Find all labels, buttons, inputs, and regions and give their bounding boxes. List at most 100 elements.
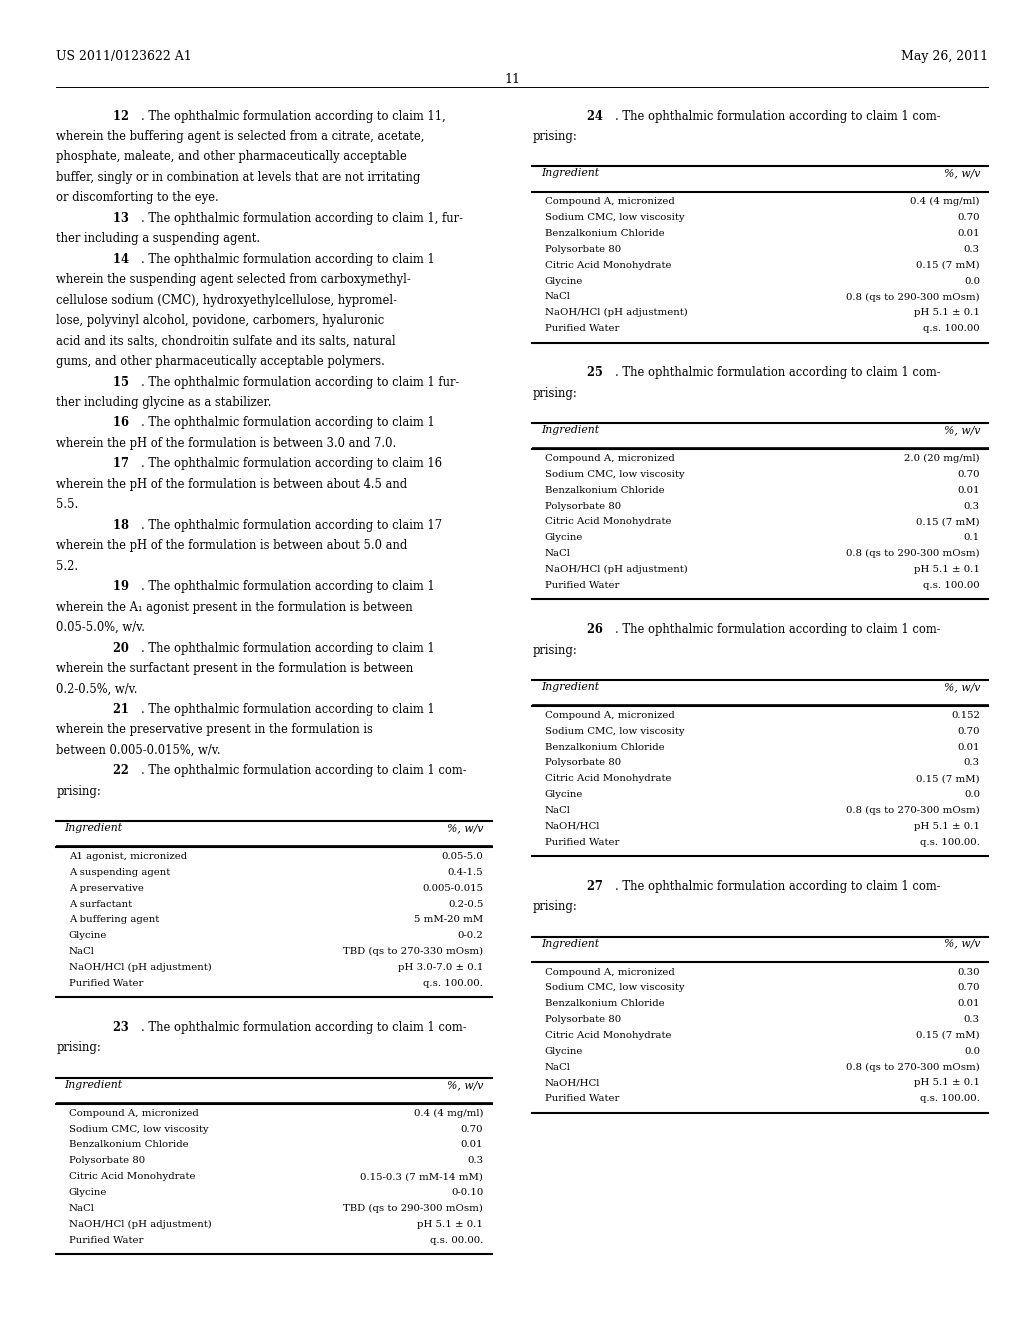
Text: NaOH/HCl: NaOH/HCl	[545, 1078, 600, 1088]
Text: Ingredient: Ingredient	[65, 1080, 123, 1090]
Text: . The ophthalmic formulation according to claim 1: . The ophthalmic formulation according t…	[141, 581, 435, 593]
Text: between 0.005-0.015%, w/v.: between 0.005-0.015%, w/v.	[56, 744, 221, 756]
Text: Polysorbate 80: Polysorbate 80	[545, 244, 621, 253]
Text: pH 5.1 ± 0.1: pH 5.1 ± 0.1	[914, 565, 980, 574]
Text: US 2011/0123622 A1: US 2011/0123622 A1	[56, 50, 193, 63]
Text: wherein the pH of the formulation is between 3.0 and 7.0.: wherein the pH of the formulation is bet…	[56, 437, 396, 450]
Text: pH 5.1 ± 0.1: pH 5.1 ± 0.1	[914, 309, 980, 317]
Text: prising:: prising:	[56, 1041, 101, 1055]
Text: 0.1: 0.1	[964, 533, 980, 543]
Text: Glycine: Glycine	[545, 791, 583, 799]
Text: Citric Acid Monohydrate: Citric Acid Monohydrate	[545, 1031, 672, 1040]
Text: Benzalkonium Chloride: Benzalkonium Chloride	[545, 999, 665, 1008]
Text: . The ophthalmic formulation according to claim 1 com-: . The ophthalmic formulation according t…	[141, 1022, 467, 1034]
Text: . The ophthalmic formulation according to claim 16: . The ophthalmic formulation according t…	[141, 458, 442, 470]
Text: 0.2-0.5: 0.2-0.5	[447, 900, 483, 908]
Text: . The ophthalmic formulation according to claim 1 com-: . The ophthalmic formulation according t…	[615, 880, 941, 892]
Text: 0.8 (qs to 290-300 mOsm): 0.8 (qs to 290-300 mOsm)	[847, 549, 980, 558]
Text: 22: 22	[97, 764, 129, 777]
Text: 0.15 (7 mM): 0.15 (7 mM)	[916, 261, 980, 269]
Text: pH 5.1 ± 0.1: pH 5.1 ± 0.1	[914, 822, 980, 830]
Text: . The ophthalmic formulation according to claim 1 com-: . The ophthalmic formulation according t…	[615, 110, 941, 123]
Text: prising:: prising:	[532, 644, 578, 656]
Text: TBD (qs to 290-300 mOsm): TBD (qs to 290-300 mOsm)	[343, 1204, 483, 1213]
Text: Compound A, micronized: Compound A, micronized	[545, 711, 675, 719]
Text: 0-0.10: 0-0.10	[452, 1188, 483, 1197]
Text: Compound A, micronized: Compound A, micronized	[545, 968, 675, 977]
Text: 0.8 (qs to 270-300 mOsm): 0.8 (qs to 270-300 mOsm)	[846, 1063, 980, 1072]
Text: q.s. 100.00.: q.s. 100.00.	[424, 979, 483, 987]
Text: . The ophthalmic formulation according to claim 11,: . The ophthalmic formulation according t…	[141, 110, 446, 123]
Text: %, w/v: %, w/v	[943, 682, 980, 692]
Text: 0.3: 0.3	[964, 502, 980, 511]
Text: Polysorbate 80: Polysorbate 80	[545, 1015, 621, 1024]
Text: 0.70: 0.70	[957, 214, 980, 222]
Text: Ingredient: Ingredient	[541, 168, 599, 178]
Text: Citric Acid Monohydrate: Citric Acid Monohydrate	[545, 775, 672, 783]
Text: Ingredient: Ingredient	[541, 682, 599, 692]
Text: 0.3: 0.3	[964, 244, 980, 253]
Text: NaCl: NaCl	[545, 1063, 570, 1072]
Text: phosphate, maleate, and other pharmaceutically acceptable: phosphate, maleate, and other pharmaceut…	[56, 150, 408, 164]
Text: 0.05-5.0%, w/v.: 0.05-5.0%, w/v.	[56, 622, 145, 634]
Text: Purified Water: Purified Water	[545, 325, 620, 333]
Text: pH 3.0-7.0 ± 0.1: pH 3.0-7.0 ± 0.1	[398, 964, 483, 972]
Text: . The ophthalmic formulation according to claim 1, fur-: . The ophthalmic formulation according t…	[141, 213, 463, 224]
Text: Purified Water: Purified Water	[69, 979, 143, 987]
Text: 5.2.: 5.2.	[56, 560, 79, 573]
Text: q.s. 100.00: q.s. 100.00	[924, 581, 980, 590]
Text: 0.01: 0.01	[957, 230, 980, 238]
Text: Glycine: Glycine	[545, 1047, 583, 1056]
Text: Purified Water: Purified Water	[545, 1094, 620, 1104]
Text: 0.3: 0.3	[964, 759, 980, 767]
Text: Citric Acid Monohydrate: Citric Acid Monohydrate	[545, 517, 672, 527]
Text: . The ophthalmic formulation according to claim 1: . The ophthalmic formulation according t…	[141, 642, 435, 655]
Text: Glycine: Glycine	[69, 932, 106, 940]
Text: gums, and other pharmaceutically acceptable polymers.: gums, and other pharmaceutically accepta…	[56, 355, 385, 368]
Text: wherein the suspending agent selected from carboxymethyl-: wherein the suspending agent selected fr…	[56, 273, 411, 286]
Text: cellulose sodium (CMC), hydroxyethylcellulose, hypromel-: cellulose sodium (CMC), hydroxyethylcell…	[56, 294, 397, 306]
Text: . The ophthalmic formulation according to claim 1: . The ophthalmic formulation according t…	[141, 417, 435, 429]
Text: . The ophthalmic formulation according to claim 17: . The ophthalmic formulation according t…	[141, 519, 442, 532]
Text: Citric Acid Monohydrate: Citric Acid Monohydrate	[69, 1172, 196, 1181]
Text: Purified Water: Purified Water	[69, 1236, 143, 1245]
Text: Citric Acid Monohydrate: Citric Acid Monohydrate	[545, 261, 672, 269]
Text: 14: 14	[97, 253, 129, 265]
Text: Benzalkonium Chloride: Benzalkonium Chloride	[545, 486, 665, 495]
Text: 19: 19	[97, 581, 129, 593]
Text: 0.15 (7 mM): 0.15 (7 mM)	[916, 775, 980, 783]
Text: Compound A, micronized: Compound A, micronized	[545, 197, 675, 206]
Text: NaCl: NaCl	[545, 807, 570, 814]
Text: NaOH/HCl (pH adjustment): NaOH/HCl (pH adjustment)	[545, 565, 687, 574]
Text: 0-0.2: 0-0.2	[458, 932, 483, 940]
Text: NaOH/HCl: NaOH/HCl	[545, 822, 600, 830]
Text: TBD (qs to 270-330 mOsm): TBD (qs to 270-330 mOsm)	[343, 948, 483, 956]
Text: prising:: prising:	[532, 131, 578, 143]
Text: 0.05-5.0: 0.05-5.0	[441, 853, 483, 861]
Text: q.s. 100.00.: q.s. 100.00.	[921, 1094, 980, 1104]
Text: May 26, 2011: May 26, 2011	[901, 50, 988, 63]
Text: wherein the surfactant present in the formulation is between: wherein the surfactant present in the fo…	[56, 663, 414, 675]
Text: 0.4-1.5: 0.4-1.5	[447, 869, 483, 876]
Text: 20: 20	[97, 642, 129, 655]
Text: 5.5.: 5.5.	[56, 499, 79, 511]
Text: Sodium CMC, low viscosity: Sodium CMC, low viscosity	[69, 1125, 208, 1134]
Text: %, w/v: %, w/v	[446, 1080, 483, 1090]
Text: 0.70: 0.70	[461, 1125, 483, 1134]
Text: NaCl: NaCl	[69, 1204, 94, 1213]
Text: prising:: prising:	[56, 784, 101, 797]
Text: Purified Water: Purified Water	[545, 581, 620, 590]
Text: 16: 16	[97, 417, 129, 429]
Text: 2.0 (20 mg/ml): 2.0 (20 mg/ml)	[904, 454, 980, 463]
Text: A preservative: A preservative	[69, 884, 143, 892]
Text: acid and its salts, chondroitin sulfate and its salts, natural: acid and its salts, chondroitin sulfate …	[56, 335, 396, 347]
Text: . The ophthalmic formulation according to claim 1 com-: . The ophthalmic formulation according t…	[615, 367, 941, 379]
Text: 0.8 (qs to 270-300 mOsm): 0.8 (qs to 270-300 mOsm)	[846, 807, 980, 814]
Text: . The ophthalmic formulation according to claim 1: . The ophthalmic formulation according t…	[141, 253, 435, 265]
Text: Glycine: Glycine	[545, 277, 583, 285]
Text: 13: 13	[97, 213, 129, 224]
Text: q.s. 100.00.: q.s. 100.00.	[921, 838, 980, 846]
Text: A suspending agent: A suspending agent	[69, 869, 170, 876]
Text: Glycine: Glycine	[69, 1188, 106, 1197]
Text: 0.01: 0.01	[461, 1140, 483, 1150]
